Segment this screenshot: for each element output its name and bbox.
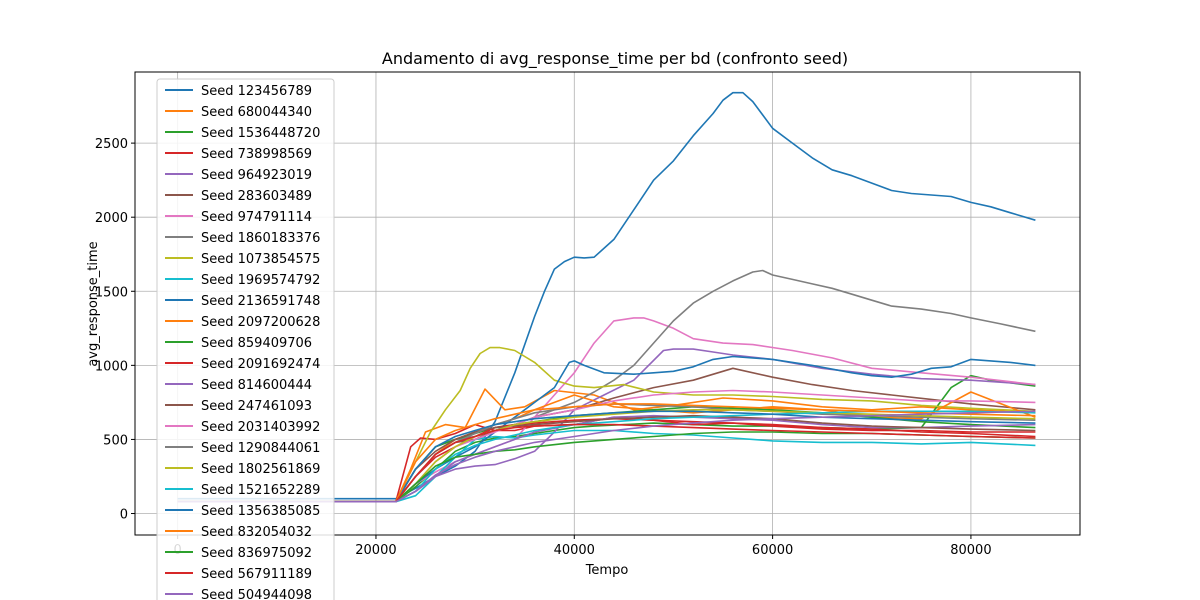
axis-ticks: 0200004000060000800000500100015002000250… — [95, 137, 992, 558]
y-tick-label: 2500 — [95, 137, 128, 152]
y-tick-label: 0 — [120, 508, 128, 523]
legend-entry: Seed 2097200628 — [201, 315, 320, 330]
y-tick-label: 1500 — [95, 285, 128, 300]
legend-entry: Seed 123456789 — [201, 84, 312, 99]
series-layer — [177, 91, 1036, 503]
legend-entry: Seed 2031403992 — [201, 420, 320, 435]
series-line — [177, 355, 1036, 503]
plot-frame — [134, 71, 1081, 536]
legend-entry: Seed 836975092 — [201, 546, 312, 561]
x-tick-label: 40000 — [554, 543, 595, 558]
legend-entry: Seed 1356385085 — [201, 504, 320, 519]
legend-entry: Seed 2136591748 — [201, 294, 320, 309]
legend-entry: Seed 680044340 — [201, 105, 312, 120]
y-tick-label: 1000 — [95, 359, 128, 374]
legend-entry: Seed 504944098 — [201, 588, 312, 600]
legend-entry: Seed 1521652289 — [201, 483, 320, 498]
series-line — [177, 423, 1036, 503]
legend-entry: Seed 283603489 — [201, 189, 312, 204]
y-tick-label: 2000 — [95, 211, 128, 226]
x-axis-label: Tempo — [585, 563, 629, 578]
legend-entry: Seed 2091692474 — [201, 357, 320, 372]
legend-box — [156, 78, 335, 600]
series-line — [177, 408, 1036, 503]
legend-entry: Seed 738998569 — [201, 147, 312, 162]
series-line — [177, 410, 1036, 503]
x-tick-label: 80000 — [950, 543, 991, 558]
legend-entry: Seed 1802561869 — [201, 462, 320, 477]
series-line — [177, 388, 1036, 503]
legend-entry: Seed 567911189 — [201, 567, 312, 582]
legend-entry: Seed 859409706 — [201, 336, 312, 351]
series-line — [177, 414, 1036, 503]
legend-entry: Seed 1290844061 — [201, 441, 320, 456]
x-tick-label: 20000 — [355, 543, 396, 558]
legend-entry: Seed 974791114 — [201, 210, 312, 225]
series-line — [177, 410, 1036, 503]
legend-entry: Seed 1860183376 — [201, 231, 320, 246]
series-line — [177, 403, 1036, 503]
series-line — [177, 346, 1036, 503]
legend-entry: Seed 1536448720 — [201, 126, 320, 141]
legend-entry: Seed 247461093 — [201, 399, 312, 414]
legend: Seed 123456789 Seed 680044340 Seed 1536448… — [156, 78, 335, 600]
x-tick-label: 60000 — [752, 543, 793, 558]
chart-title: Andamento di avg_response_time per bd (c… — [382, 49, 848, 69]
legend-entry: Seed 1969574792 — [201, 273, 320, 288]
legend-entry: Seed 832054032 — [201, 525, 312, 540]
legend-entry: Seed 814600444 — [201, 378, 312, 393]
y-tick-label: 500 — [103, 433, 128, 448]
legend-entry: Seed 1073854575 — [201, 252, 320, 267]
legend-entry: Seed 964923019 — [201, 168, 312, 183]
y-axis-label: avg_response_time — [86, 241, 101, 366]
